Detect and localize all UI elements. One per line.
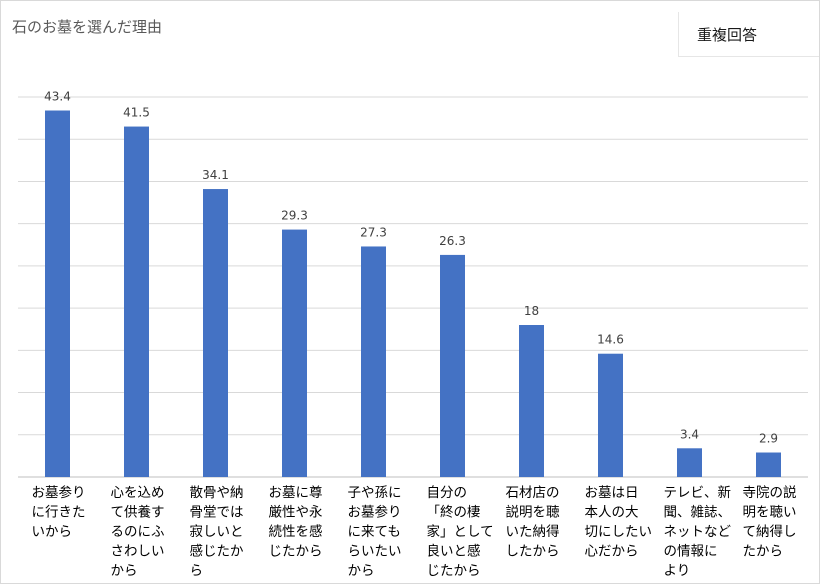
- category-label-line: 心を込め: [111, 485, 165, 501]
- category-label-line: じたから: [427, 563, 481, 579]
- category-label: 石材店の説明を聴いた納得したから: [506, 485, 560, 560]
- value-label: 34.1: [202, 168, 229, 182]
- category-label-line: 骨堂では: [190, 505, 244, 521]
- bars: [45, 110, 781, 478]
- category-label-line: お墓に尊: [269, 485, 323, 501]
- category-label-line: 説明を聴: [506, 505, 560, 521]
- category-label: お墓は日本人の大切にしたい心だから: [585, 485, 653, 560]
- gridlines: [18, 96, 808, 478]
- bar: [361, 246, 386, 477]
- category-label-line: いから: [32, 524, 73, 540]
- bar: [677, 448, 702, 477]
- category-label-line: 自分の: [427, 485, 468, 501]
- category-label-line: テレビ、新: [664, 485, 732, 501]
- category-label: お墓に尊厳性や永続性を感じたから: [269, 485, 323, 560]
- bar: [756, 452, 781, 477]
- category-label-line: 心だから: [585, 544, 639, 560]
- value-label: 26.3: [439, 234, 466, 248]
- category-label-line: 石材店の: [506, 485, 560, 501]
- category-label-line: したから: [506, 544, 560, 560]
- category-label: 心を込めて供養するのにふさわしいから: [111, 485, 165, 579]
- category-label-line: より: [664, 563, 691, 579]
- category-label-line: 子や孫に: [348, 485, 402, 501]
- category-label: 散骨や納骨堂では寂しいと感じたから: [190, 485, 244, 579]
- category-label-line: じたから: [269, 544, 323, 560]
- category-label-line: 良いと感: [427, 543, 481, 560]
- category-label-line: お墓参り: [348, 504, 402, 521]
- value-label: 29.3: [281, 209, 308, 223]
- category-label-line: 散骨や納: [190, 485, 244, 501]
- category-label-line: 「終の棲: [427, 505, 481, 521]
- value-label: 2.9: [759, 432, 778, 446]
- value-label: 27.3: [360, 225, 387, 239]
- category-label: 子や孫にお墓参りに来てもらいたいから: [348, 485, 402, 579]
- category-label-line: 家」として: [427, 523, 494, 540]
- category-label-line: に来ても: [348, 524, 401, 540]
- category-label-line: ら: [190, 563, 204, 579]
- category-label-line: から: [348, 563, 375, 579]
- category-label-line: 厳性や永: [269, 505, 323, 521]
- category-label-line: 明を聴い: [743, 505, 797, 521]
- chart-title: 石のお墓を選んだ理由: [12, 18, 163, 36]
- legend-note: 重複回答: [697, 26, 758, 44]
- category-label-line: たから: [743, 544, 784, 560]
- bar: [45, 110, 70, 477]
- category-label: テレビ、新聞、雑誌、ネットなどの情報により: [664, 485, 732, 579]
- category-label-line: ネットなど: [664, 524, 732, 540]
- value-label: 3.4: [680, 427, 699, 441]
- category-label-line: 切にしたい: [585, 524, 653, 540]
- category-label: 自分の「終の棲家」として良いと感じたから: [427, 485, 494, 579]
- bar: [519, 325, 544, 477]
- category-label-line: 聞、雑誌、: [664, 505, 732, 521]
- value-label: 18: [524, 304, 539, 318]
- bar: [203, 189, 228, 478]
- category-labels: お墓参りに行きたいから心を込めて供養するのにふさわしいから散骨や納骨堂では寂しい…: [32, 484, 797, 579]
- category-label-line: て供養す: [111, 504, 165, 521]
- category-label-line: 感じたか: [190, 543, 244, 560]
- value-label: 43.4: [44, 90, 71, 104]
- value-label: 41.5: [123, 106, 150, 120]
- bar: [124, 126, 149, 478]
- value-label: 14.6: [597, 333, 624, 347]
- category-label-line: いた納得: [506, 523, 560, 540]
- category-label: 寺院の説明を聴いて納得したから: [743, 485, 797, 560]
- category-label-line: さわしい: [111, 544, 165, 560]
- category-label-line: の情報に: [664, 544, 718, 560]
- category-label-line: 続性を感: [269, 523, 323, 540]
- category-label-line: お墓参り: [32, 484, 86, 501]
- category-label-line: 本人の大: [585, 505, 639, 521]
- category-label-line: に行きた: [32, 505, 86, 521]
- bar: [598, 353, 623, 477]
- value-labels: 43.4 41.5 34.1 29.3 27.3 26.3 18 14.6 3.4 2.9: [44, 90, 778, 446]
- category-label-line: て納得し: [743, 523, 797, 540]
- category-label-line: から: [111, 563, 138, 579]
- category-label-line: お墓は日: [585, 485, 639, 501]
- category-label-line: 寺院の説: [743, 485, 797, 501]
- category-label-line: らいたい: [348, 544, 402, 560]
- bar: [440, 254, 465, 477]
- bar: [282, 229, 307, 477]
- category-label-line: 寂しいと: [190, 524, 244, 540]
- category-label-line: るのにふ: [111, 524, 165, 540]
- category-label: お墓参りに行きたいから: [32, 484, 86, 540]
- legend-box: 重複回答: [678, 12, 819, 57]
